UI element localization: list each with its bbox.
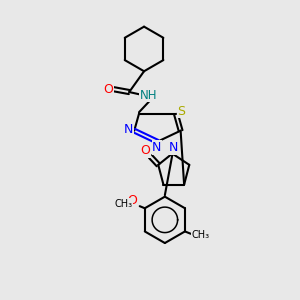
Text: O: O bbox=[128, 194, 137, 207]
Text: O: O bbox=[140, 144, 150, 157]
Text: N: N bbox=[152, 141, 161, 154]
Text: S: S bbox=[177, 105, 185, 118]
Text: O: O bbox=[103, 82, 113, 96]
Text: N: N bbox=[169, 141, 178, 154]
Text: NH: NH bbox=[140, 88, 157, 101]
Text: N: N bbox=[124, 123, 133, 136]
Text: CH₃: CH₃ bbox=[191, 230, 209, 240]
Text: CH₃: CH₃ bbox=[114, 199, 132, 209]
